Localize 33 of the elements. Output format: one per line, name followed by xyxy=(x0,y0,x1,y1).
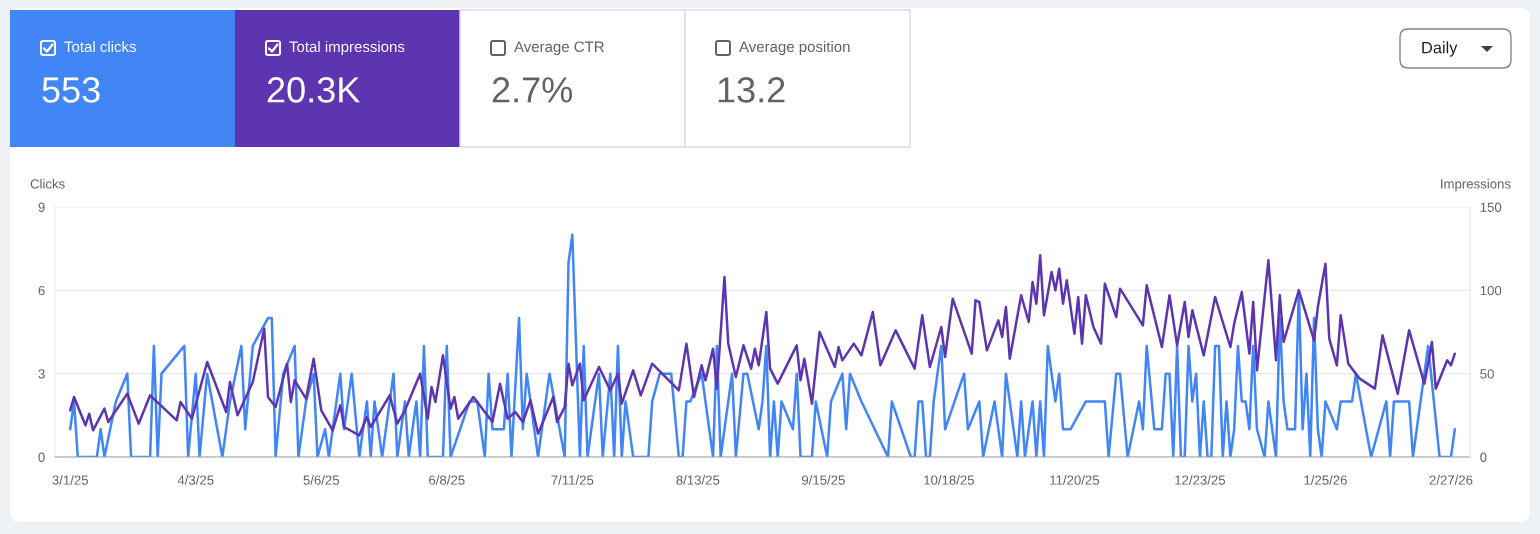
x-tick-label: 8/13/25 xyxy=(676,475,720,485)
y2-tick-label: 150 xyxy=(1480,202,1502,212)
legend-label: Total clicks xyxy=(64,41,136,53)
y2-tick-label: 100 xyxy=(1480,285,1502,296)
text: Average CTR xyxy=(514,41,604,55)
y-tick-label: 3 xyxy=(38,369,45,379)
line-series xyxy=(68,233,1457,457)
x-tick-label: 6/8/25 xyxy=(429,475,465,485)
x-tick-label: 12/23/25 xyxy=(1175,475,1226,485)
x-tick-label: 9/15/25 xyxy=(801,475,845,485)
x-tick-label: 3/1/25 xyxy=(52,475,89,485)
text: Average position xyxy=(739,41,850,55)
line-series xyxy=(68,254,1457,437)
y-tick-label: 6 xyxy=(38,285,45,296)
y2-tick-label: 0 xyxy=(1480,452,1487,462)
y-tick-label: 9 xyxy=(38,202,45,212)
text: 13.2 xyxy=(718,77,785,103)
y2-tick-label: 50 xyxy=(1480,369,1494,379)
x-tick-label: 7/11/25 xyxy=(551,475,594,485)
x-tick-label: 1/25/26 xyxy=(1304,475,1347,485)
x-tick-label: 4/3/25 xyxy=(177,475,214,485)
x-tick-label: 5/6/25 xyxy=(303,475,340,485)
text: 553 xyxy=(42,77,100,103)
x-tick-label: 10/18/25 xyxy=(924,475,975,485)
y-tick-label: 0 xyxy=(38,452,45,462)
x-tick-label: 2/27/26 xyxy=(1429,475,1473,485)
legend-label: Total impressions xyxy=(289,41,405,55)
y2-axis-title: Impressions xyxy=(1441,178,1511,192)
text: 2.7% xyxy=(492,77,573,103)
text: Daily xyxy=(1422,41,1458,57)
y-axis-title: Clicks xyxy=(30,178,65,189)
x-tick-label: 11/20/25 xyxy=(1050,475,1100,485)
text: 20.3K xyxy=(267,77,360,103)
